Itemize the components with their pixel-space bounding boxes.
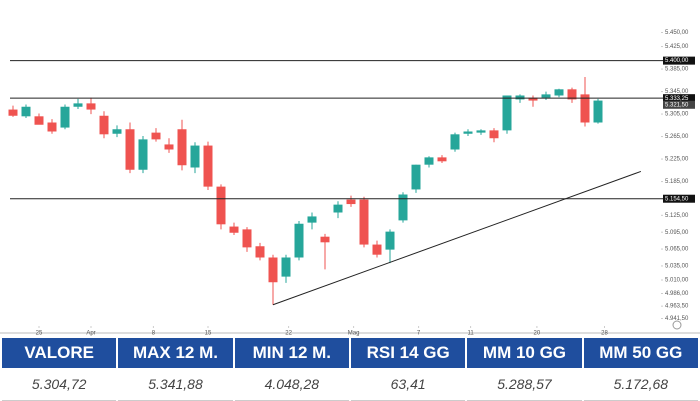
x-tick-label: 7 — [417, 331, 421, 336]
candle-body — [151, 132, 161, 140]
candle-body — [268, 257, 278, 283]
candle-body — [554, 89, 564, 96]
candle-body — [489, 130, 499, 139]
chart: 5.450,00 5.425,00 5.385,00 5.345,00 5.305,00… — [0, 30, 700, 336]
candle-body — [372, 244, 382, 255]
level-label: 5.321,50 — [665, 102, 689, 108]
level-label-box — [663, 94, 695, 103]
level-label-box — [663, 100, 695, 109]
x-tick-label: 20 — [534, 331, 541, 336]
column-header: RSI 14 GG — [350, 338, 466, 368]
candle-body — [333, 204, 343, 213]
y-tick-label: 5.305,00 — [665, 112, 689, 118]
candle-body — [476, 130, 486, 133]
level-label: 5.154,50 — [665, 196, 689, 202]
candle-body — [294, 223, 304, 258]
candle-body — [21, 106, 31, 117]
candle-body — [307, 216, 317, 223]
stats-table: VALORE MAX 12 M. MIN 12 M. RSI 14 GG MM 10 G… — [0, 338, 700, 401]
y-tick-label: 5.185,00 — [665, 179, 689, 185]
x-tick-label: 22 — [285, 331, 292, 336]
x-tick-label: 11 — [467, 331, 474, 336]
candle-body — [515, 95, 525, 100]
cell: 5.341,88 — [118, 368, 233, 401]
candle-body — [528, 97, 538, 101]
y-tick-label: 5.035,00 — [665, 264, 689, 270]
x-tick-label: 15 — [205, 331, 212, 336]
level-label: 5.400,00 — [665, 58, 689, 64]
level-label: 5.333,25 — [665, 96, 689, 102]
candle-body — [424, 157, 434, 165]
y-tick-label: 5.425,00 — [665, 44, 689, 50]
candle-body — [281, 257, 291, 277]
y-tick-label: 5.345,00 — [665, 89, 689, 95]
y-tick-label: 5.265,00 — [665, 134, 689, 140]
candle-body — [164, 144, 174, 150]
candle-body — [138, 139, 148, 170]
settings-icon[interactable] — [672, 320, 682, 330]
candle-body — [203, 145, 213, 187]
candle-body — [229, 226, 239, 233]
y-tick-label: 5.010,00 — [665, 278, 689, 284]
trendline — [272, 170, 642, 306]
x-tick-label: 8 — [152, 331, 156, 336]
candle-body — [112, 129, 122, 134]
candle-body — [255, 246, 265, 258]
candle-body — [450, 134, 460, 150]
level-label-box — [663, 56, 695, 65]
candle-body — [73, 103, 83, 107]
cell: 5.288,57 — [467, 368, 582, 401]
candle-body — [463, 131, 473, 134]
candle-body — [125, 129, 135, 170]
y-tick-label: 5.125,00 — [665, 213, 689, 219]
x-tick-label: 28 — [601, 331, 608, 336]
candle-body — [502, 95, 512, 131]
candle-body — [411, 164, 421, 190]
cell: 63,41 — [350, 368, 466, 401]
x-tick-label: Mag — [348, 331, 360, 336]
candle-body — [190, 145, 200, 168]
candle-body — [346, 199, 356, 205]
y-tick-label: 5.385,00 — [665, 67, 689, 73]
cell: 5.172,68 — [583, 368, 698, 401]
column-header: MIN 12 M. — [234, 338, 349, 368]
candle-body — [437, 157, 447, 162]
x-tick-label: Apr — [86, 331, 95, 336]
candle-body — [593, 100, 603, 123]
candle-body — [8, 109, 18, 116]
candle-body — [47, 122, 57, 132]
candle-body — [398, 194, 408, 221]
y-tick-label: 5.225,00 — [665, 157, 689, 163]
cell: 4.048,28 — [234, 368, 349, 401]
y-tick-label: 4.941,50 — [665, 316, 689, 322]
column-header: MM 10 GG — [467, 338, 582, 368]
y-tick-label: 4.963,50 — [665, 304, 689, 310]
candle-body — [34, 116, 44, 125]
y-tick-label: 5.095,00 — [665, 230, 689, 236]
candle-body — [385, 231, 395, 250]
candle-body — [86, 103, 96, 110]
value-row: 5.304,72 5.341,88 4.048,28 63,41 5.288,57 5.1… — [2, 368, 698, 401]
x-tick-label: 25 — [36, 331, 43, 336]
level-label-box — [663, 194, 695, 203]
candle-body — [580, 94, 590, 123]
column-header: MM 50 GG — [583, 338, 698, 368]
candle-body — [359, 199, 369, 245]
candle-body — [177, 129, 187, 166]
candle-body — [567, 89, 577, 100]
y-tick-label: 5.065,00 — [665, 247, 689, 253]
column-header: MAX 12 M. — [118, 338, 233, 368]
y-tick-label: 4.986,00 — [665, 291, 689, 297]
candle-body — [99, 115, 109, 135]
y-tick-label: 5.450,00 — [665, 30, 689, 36]
header-row: VALORE MAX 12 M. MIN 12 M. RSI 14 GG MM 10 G… — [2, 338, 698, 368]
candle-body — [242, 229, 252, 248]
column-header: VALORE — [2, 338, 117, 368]
candle-body — [60, 106, 70, 128]
candle-body — [216, 186, 226, 225]
candle-body — [541, 94, 551, 98]
cell: 5.304,72 — [2, 368, 117, 401]
candle-body — [320, 236, 330, 243]
